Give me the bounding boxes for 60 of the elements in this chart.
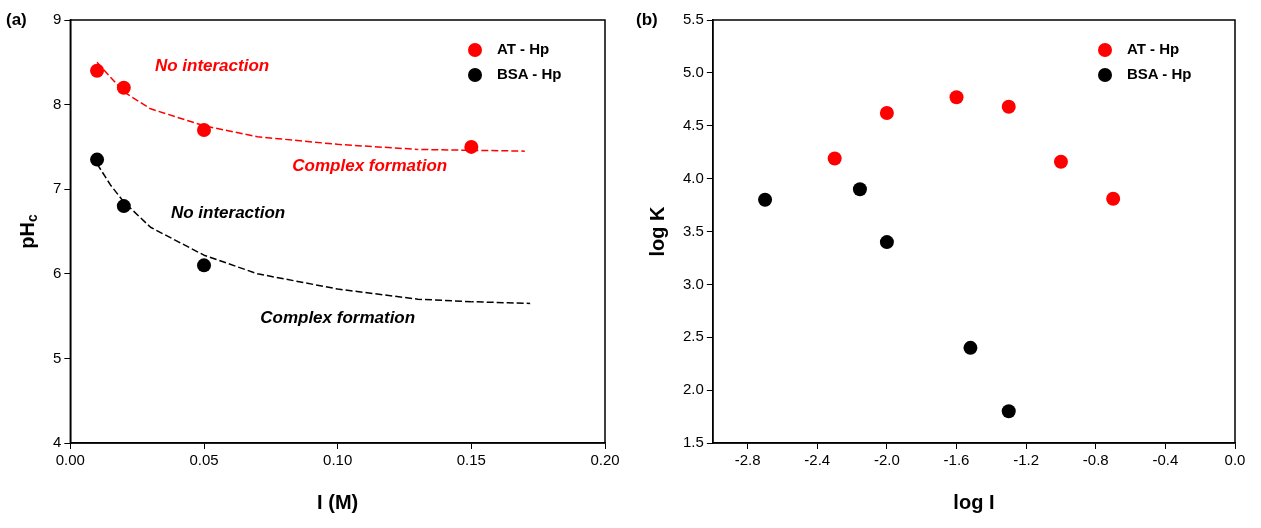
y-tick-label: 2.0 — [682, 380, 704, 398]
y-tick-label: 9 — [53, 10, 62, 28]
y-tick-label: 2.5 — [682, 327, 704, 345]
legend-label: BSA - Hp — [497, 65, 562, 83]
point — [879, 106, 894, 121]
y-tick-label: 4.5 — [682, 115, 704, 133]
annotation: No interaction — [154, 56, 270, 76]
point — [116, 80, 131, 95]
legend-label: BSA - Hp — [1127, 65, 1192, 83]
legend-label: AT - Hp — [1127, 40, 1180, 58]
y-tick-label: 4 — [53, 433, 62, 451]
y-tick-label: 1.5 — [682, 433, 704, 451]
point — [1001, 404, 1016, 419]
x-tick-label: 0.0 — [1224, 451, 1246, 469]
annotation: Complex formation — [260, 308, 416, 328]
chart-title: (a) — [6, 9, 27, 29]
x-tick-label: -0.4 — [1152, 451, 1179, 469]
x-axis-title: log I — [953, 490, 995, 513]
point — [1001, 99, 1016, 114]
x-tick-label: -2.4 — [804, 451, 831, 469]
legend-label: AT - Hp — [497, 40, 550, 58]
y-tick-label: 5.5 — [682, 10, 704, 28]
point — [464, 139, 479, 154]
x-tick-label: -0.8 — [1082, 451, 1109, 469]
y-tick-label: 3.0 — [682, 274, 704, 292]
y-tick-label: 6 — [53, 263, 62, 281]
point — [90, 152, 105, 167]
y-tick-label: 5.0 — [682, 63, 704, 81]
point — [758, 192, 773, 207]
point — [1053, 154, 1068, 169]
y-tick-label: 3.5 — [682, 221, 704, 239]
chart-title: (b) — [636, 9, 658, 29]
x-tick-label: -2.0 — [873, 451, 900, 469]
y-tick-label: 4.0 — [682, 168, 704, 186]
y-tick-label: 5 — [53, 348, 62, 366]
annotation: No interaction — [170, 202, 286, 222]
x-tick-label: 0.05 — [189, 451, 219, 469]
x-tick-label: 0.00 — [55, 451, 85, 469]
y-tick-label: 8 — [53, 94, 62, 112]
x-tick-label: -1.2 — [1013, 451, 1040, 469]
x-tick-label: -2.8 — [734, 451, 761, 469]
point — [827, 151, 842, 166]
x-tick-label: -1.6 — [943, 451, 970, 469]
point — [197, 258, 212, 273]
annotation: Complex formation — [292, 156, 448, 176]
x-axis-title: I (M) — [317, 490, 359, 513]
point — [197, 122, 212, 137]
point — [852, 182, 867, 197]
point — [949, 90, 964, 105]
point — [963, 340, 978, 355]
y-axis-title: pHc — [15, 214, 40, 249]
x-tick-label: 0.15 — [456, 451, 486, 469]
point — [90, 63, 105, 78]
point — [116, 199, 131, 214]
point — [1106, 191, 1121, 206]
x-tick-label: 0.10 — [323, 451, 353, 469]
y-axis-title: log K — [645, 205, 668, 257]
point — [879, 235, 894, 250]
y-tick-label: 7 — [53, 179, 62, 197]
x-tick-label: 0.20 — [590, 451, 620, 469]
